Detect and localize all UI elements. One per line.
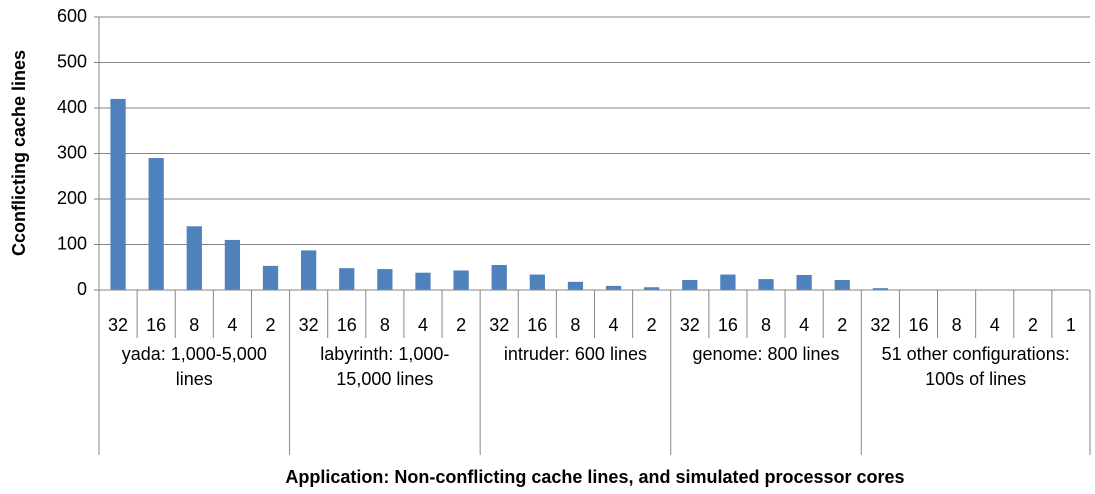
bar xyxy=(529,274,545,290)
bar xyxy=(758,279,774,290)
y-tick-label: 400 xyxy=(57,97,87,117)
bar xyxy=(644,287,660,290)
bar xyxy=(682,279,698,290)
x-tick-label: 16 xyxy=(337,315,357,335)
x-tick-label: 32 xyxy=(299,315,319,335)
bar xyxy=(796,274,812,290)
bar xyxy=(491,264,507,290)
group-label: labyrinth: 1,000-15,000 lines xyxy=(320,344,450,389)
y-tick-label: 600 xyxy=(57,6,87,26)
x-tick-label: 32 xyxy=(870,315,890,335)
x-tick-label: 4 xyxy=(799,315,809,335)
bar xyxy=(301,250,317,290)
group-label: intruder: 600 lines xyxy=(503,344,647,364)
x-tick-label: 8 xyxy=(761,315,771,335)
bar xyxy=(720,274,736,290)
x-tick-label: 4 xyxy=(418,315,428,335)
bar xyxy=(224,239,241,290)
x-tick-label: 8 xyxy=(189,315,199,335)
bar xyxy=(567,281,584,290)
bar xyxy=(415,272,431,290)
bar xyxy=(110,98,126,291)
y-tick-label: 500 xyxy=(57,51,87,71)
y-axis-title: Cconflicting cache lines xyxy=(9,50,29,256)
group-label: yada: 1,000-5,000 lines xyxy=(121,344,267,389)
x-tick-label: 32 xyxy=(489,315,509,335)
x-tick-label: 2 xyxy=(266,315,276,335)
bar xyxy=(605,285,622,290)
x-tick-label: 8 xyxy=(952,315,962,335)
x-tick-label: 8 xyxy=(570,315,580,335)
y-tick-label: 200 xyxy=(57,188,87,208)
group-label: 51 other configurations: 100s of lines xyxy=(881,344,1070,389)
bar xyxy=(834,279,850,290)
y-tick-label: 100 xyxy=(57,233,87,253)
x-tick-label: 4 xyxy=(227,315,237,335)
x-tick-label: 16 xyxy=(718,315,738,335)
x-tick-label: 2 xyxy=(647,315,657,335)
x-tick-label: 2 xyxy=(837,315,847,335)
bar xyxy=(262,265,279,290)
x-tick-label: 32 xyxy=(108,315,128,335)
x-tick-label: 2 xyxy=(1028,315,1038,335)
bar xyxy=(186,226,202,290)
bar xyxy=(148,158,164,290)
bar xyxy=(453,270,469,290)
x-tick-label: 4 xyxy=(609,315,619,335)
group-label: genome: 800 lines xyxy=(692,344,840,364)
x-tick-label: 16 xyxy=(908,315,928,335)
x-tick-label: 2 xyxy=(456,315,466,335)
bar xyxy=(377,269,393,290)
x-tick-label: 1 xyxy=(1066,315,1076,335)
x-axis-title: Application: Non-conflicting cache lines… xyxy=(285,467,904,487)
x-tick-label: 16 xyxy=(146,315,166,335)
x-tick-label: 16 xyxy=(527,315,547,335)
x-tick-label: 32 xyxy=(680,315,700,335)
y-tick-label: 300 xyxy=(57,142,87,162)
x-tick-label: 8 xyxy=(380,315,390,335)
x-tick-label: 4 xyxy=(990,315,1000,335)
bar xyxy=(872,288,888,290)
bar xyxy=(339,268,355,290)
y-tick-label: 0 xyxy=(77,279,87,299)
